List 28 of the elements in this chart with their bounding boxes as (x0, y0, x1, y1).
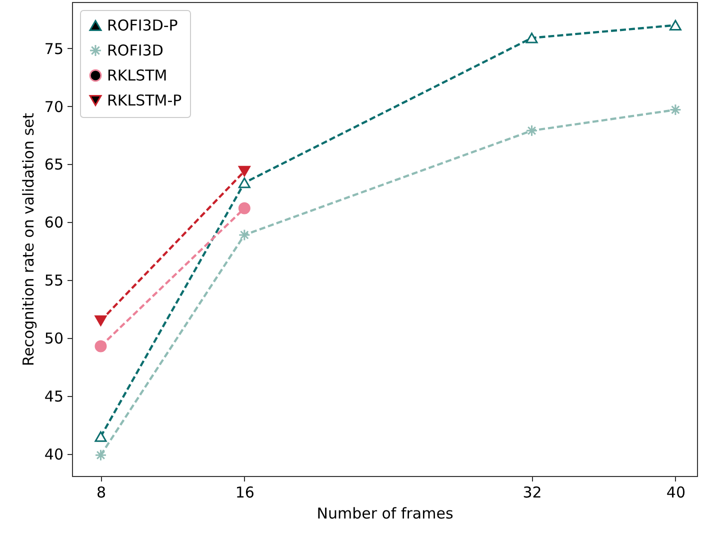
legend-label: ROFI3D (107, 42, 164, 60)
point (94, 340, 107, 352)
y-tick-label: 65 (44, 156, 64, 174)
y-axis-title: Recognition rate on validation set (19, 112, 38, 366)
legend-label: RKLSTM (107, 66, 168, 84)
legend-label: RKLSTM-P (107, 92, 182, 110)
point (238, 178, 250, 188)
y-tick-label: 60 (44, 214, 64, 232)
y-tick-label: 45 (44, 388, 64, 406)
point (526, 124, 538, 137)
x-tick-label: 16 (235, 484, 254, 502)
y-tick-label: 70 (44, 98, 64, 116)
y-tick-label: 55 (44, 272, 64, 290)
y-tick-label: 50 (44, 330, 64, 348)
point (238, 202, 250, 214)
x-axis-title: Number of frames (316, 504, 454, 522)
point (669, 20, 682, 30)
point (94, 449, 107, 462)
point (526, 32, 538, 44)
point (669, 104, 682, 116)
y-tick-label: 40 (44, 445, 64, 464)
x-tick-label: 32 (522, 484, 542, 502)
point (94, 431, 107, 442)
x-tick-label: 8 (96, 484, 106, 502)
point (238, 228, 250, 241)
legend-label: ROFI3D-P (107, 16, 178, 34)
y-tick-label: 75 (44, 40, 64, 58)
x-tick-label: 40 (666, 484, 686, 502)
